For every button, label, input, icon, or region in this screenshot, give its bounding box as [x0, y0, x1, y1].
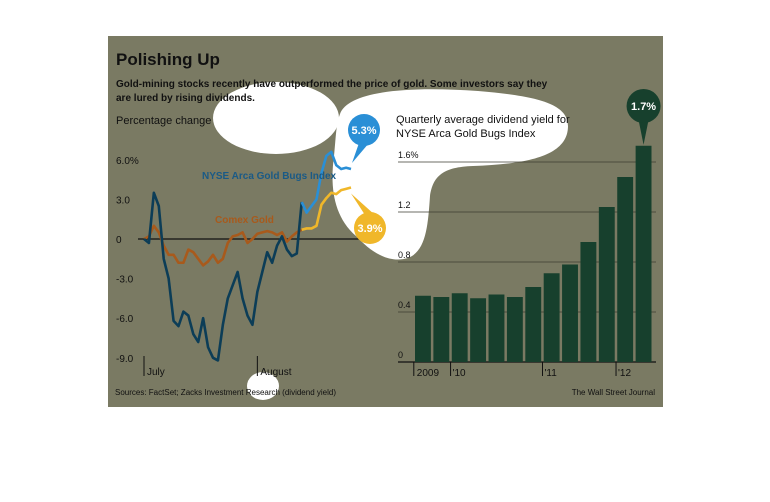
series-line-tail-gold — [301, 186, 352, 232]
bugs-callout-label: 5.3% — [351, 125, 376, 137]
bar — [562, 264, 578, 362]
bar — [598, 207, 615, 362]
line-y-tick-label: -3.0 — [116, 275, 134, 286]
bar — [470, 298, 487, 362]
series-line-gold — [143, 224, 303, 267]
line-x-tick-label: July — [147, 367, 165, 378]
bar — [451, 293, 468, 362]
yield-callout-label: 1.7% — [631, 101, 656, 113]
chart-card: Polishing Up Gold-mining stocks recently… — [108, 36, 663, 407]
bar — [543, 273, 560, 362]
subtitle-line-1: Gold-mining stocks recently have outperf… — [116, 79, 548, 90]
subtitle-line-2: are lured by rising dividends. — [116, 93, 255, 104]
bar-y-tick-label: 0 — [398, 350, 403, 360]
legend-label-gold: Comex Gold — [215, 215, 274, 226]
callouts: 5.3% 3.9% 1.7% — [348, 89, 661, 244]
line-chart-x-ticks: July August — [143, 356, 292, 378]
credit-note: The Wall Street Journal — [572, 388, 656, 397]
series-line-tail-bugs — [300, 150, 352, 214]
highlight-blob-left — [213, 82, 339, 154]
highlight-blob-right — [332, 89, 568, 260]
bar — [488, 294, 505, 362]
bar-chart-bars — [415, 145, 652, 362]
line-chart-ylabel: Percentage change — [116, 115, 211, 127]
bar-y-tick-label: 0.4 — [398, 300, 411, 310]
bugs-callout-bubble — [348, 114, 380, 146]
bar-chart-x-ticks: 2009 '10 '11 '12 — [413, 362, 632, 379]
bar — [617, 177, 634, 362]
bar — [506, 297, 523, 362]
bar-chart-title-line-1: Quarterly average dividend yield for — [396, 114, 570, 126]
gold-callout-pointer — [351, 193, 375, 215]
line-y-tick-label: 6.0% — [116, 156, 139, 167]
bar — [580, 242, 597, 362]
line-y-tick-label: -6.0 — [116, 314, 134, 325]
bar — [415, 295, 431, 362]
series-line-bugs — [143, 191, 304, 362]
gold-callout-bubble — [354, 212, 386, 244]
bar-x-tick-label: 2009 — [417, 368, 440, 379]
bar — [525, 287, 542, 362]
highlight-blob-bottom — [247, 372, 279, 400]
yield-callout-bubble — [626, 89, 661, 123]
bar-y-tick-label: 1.6% — [398, 150, 419, 160]
source-note: Sources: FactSet; Zacks Investment Resea… — [115, 388, 336, 397]
line-y-tick-label: 0 — [116, 235, 122, 246]
chart-canvas: Polishing Up Gold-mining stocks recently… — [115, 50, 661, 400]
bar — [635, 145, 652, 362]
line-chart-y-ticks: 6.0% 3.0 0 -3.0 -6.0 -9.0 — [116, 156, 139, 365]
bar-x-tick-label: '10 — [453, 368, 466, 379]
bar-y-tick-label: 0.8 — [398, 250, 411, 260]
highlight-blobs — [213, 82, 568, 400]
line-x-tick-label: August — [260, 367, 291, 378]
bar-chart-y-ticks: 1.6% 1.2 0.8 0.4 0 — [398, 150, 419, 360]
line-chart-series — [143, 150, 352, 362]
yield-callout-pointer — [638, 120, 649, 145]
bar-chart-title-line-2: NYSE Arca Gold Bugs Index — [396, 128, 536, 140]
line-y-tick-label: 3.0 — [116, 195, 130, 206]
line-y-tick-label: -9.0 — [116, 354, 134, 365]
gold-callout-label: 3.9% — [357, 223, 382, 235]
bar-x-tick-label: '11 — [544, 368, 557, 379]
legend-label-bugs: NYSE Arca Gold Bugs Index — [202, 171, 337, 182]
bar — [433, 297, 450, 362]
bar-y-tick-label: 1.2 — [398, 200, 411, 210]
bar-x-tick-label: '12 — [618, 368, 631, 379]
page-title: Polishing Up — [116, 50, 220, 69]
